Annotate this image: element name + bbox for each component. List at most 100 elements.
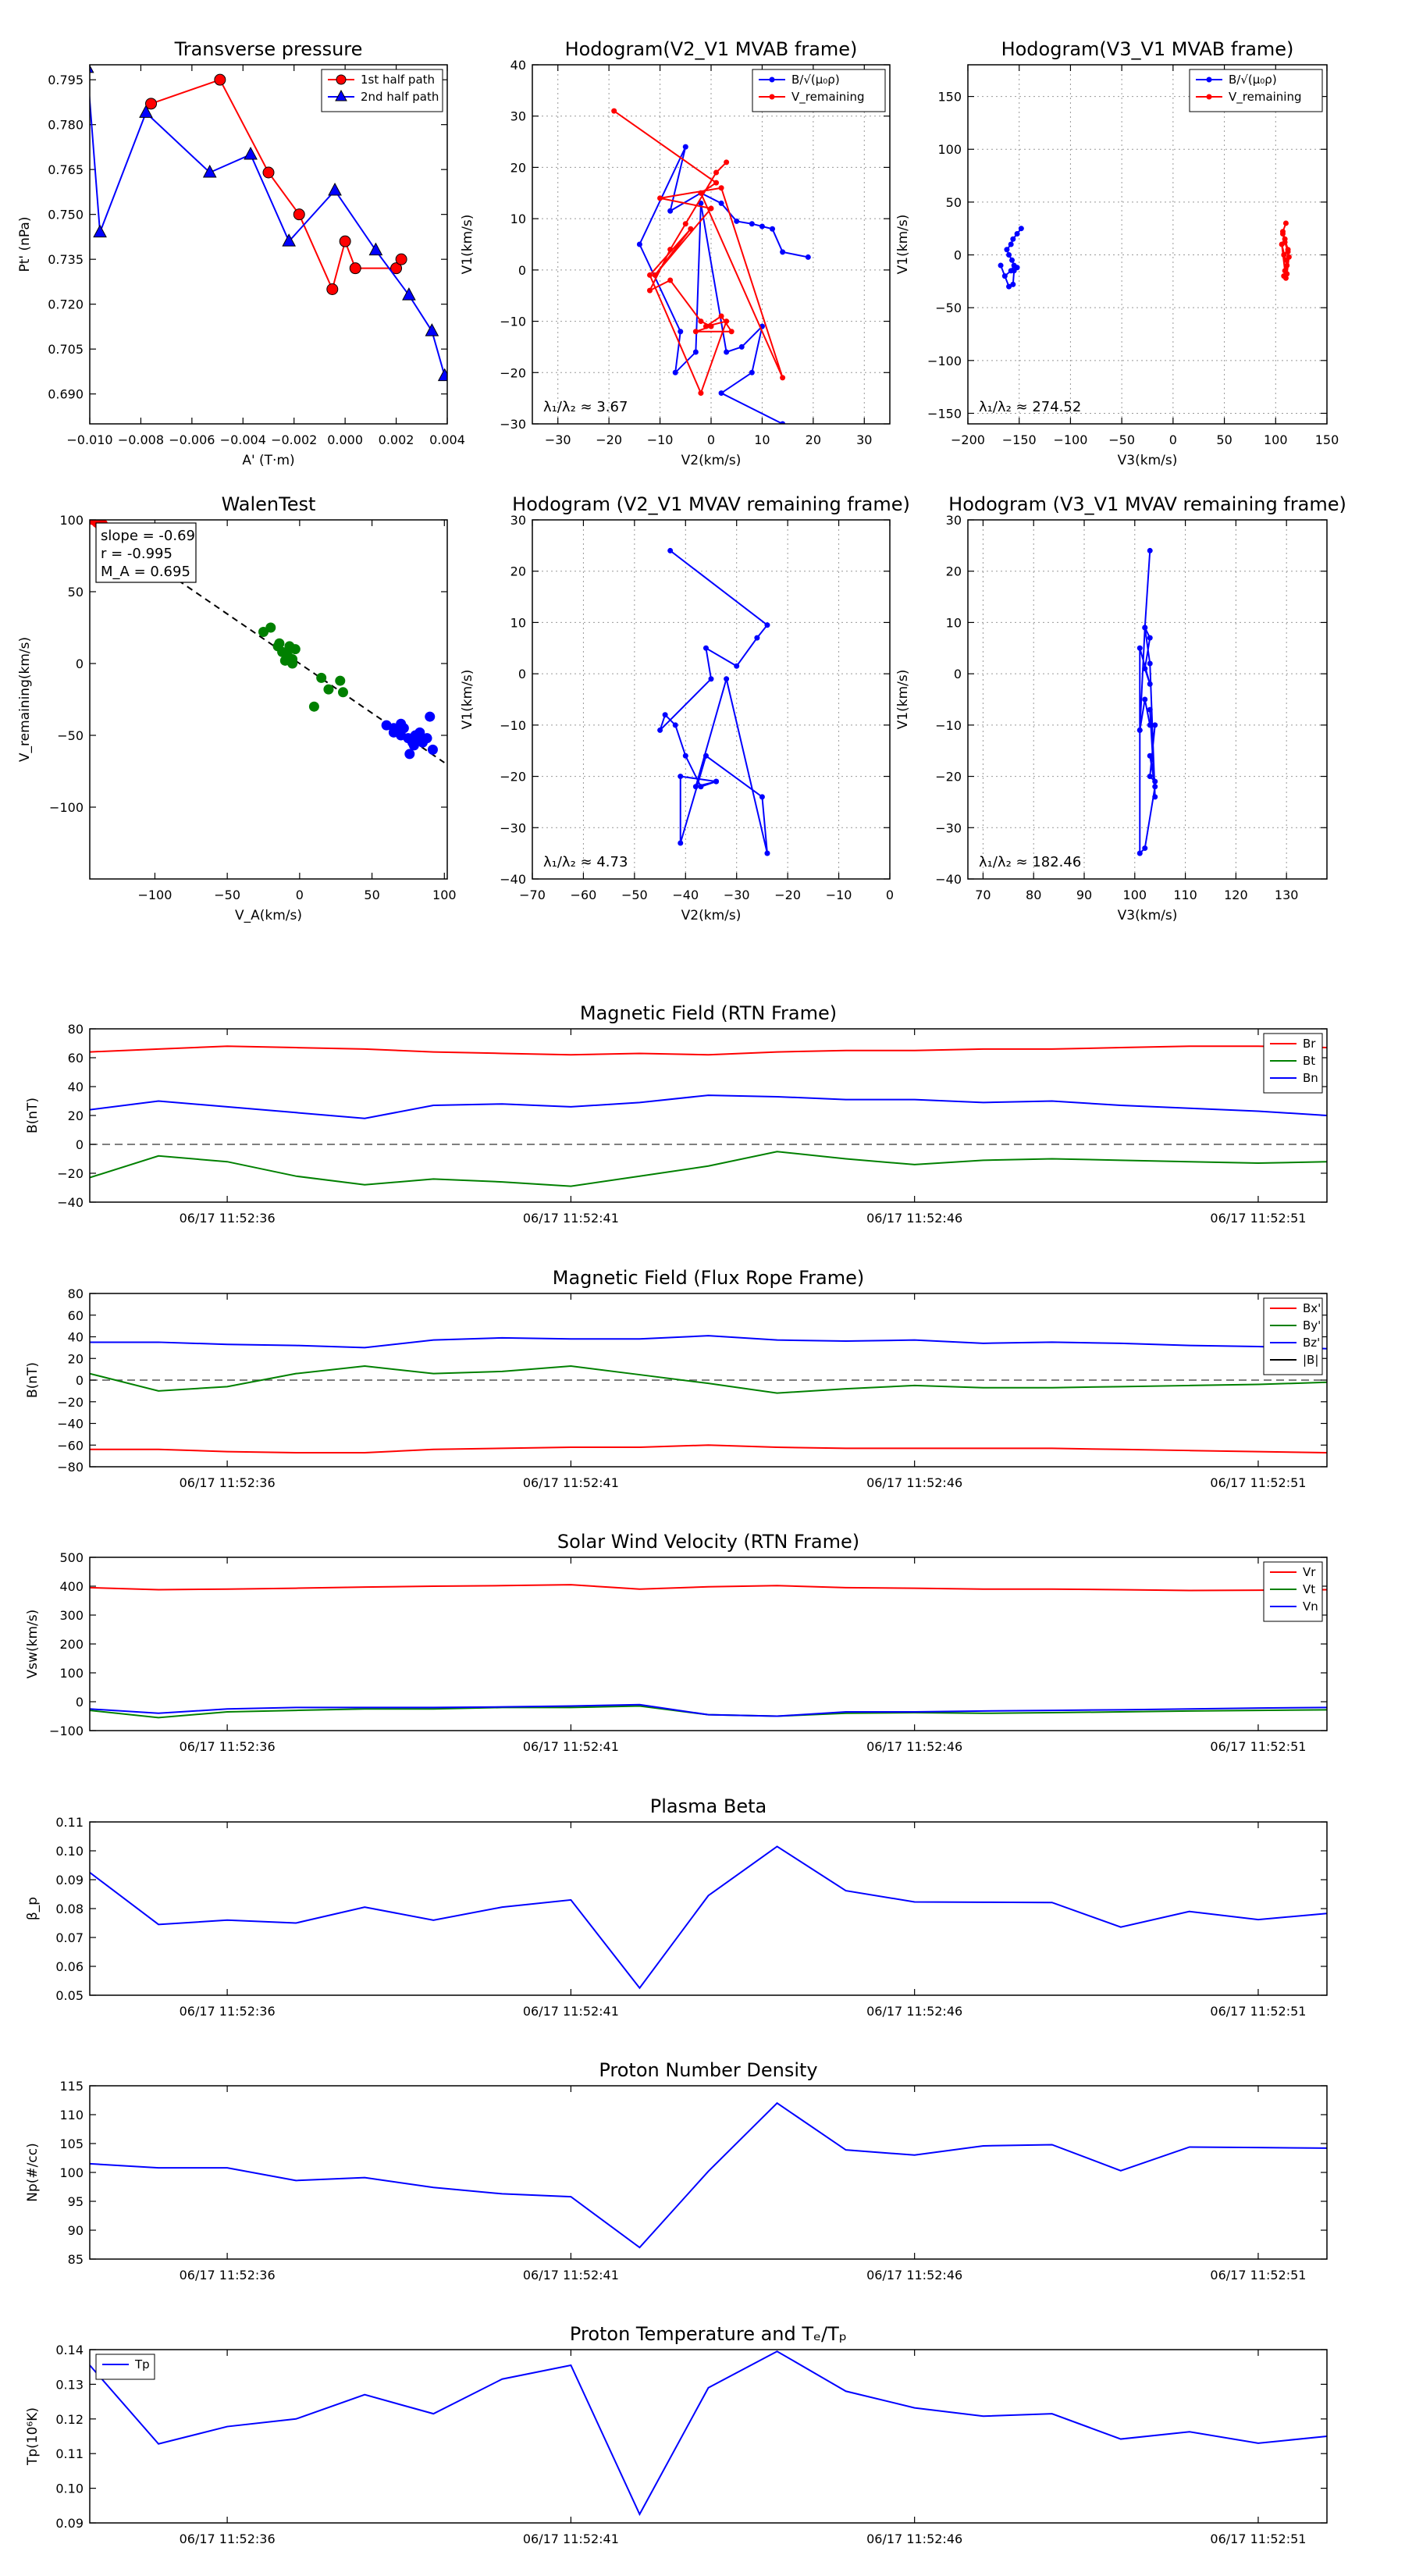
- legend-label: 2nd half path: [361, 90, 439, 104]
- data-point: [1147, 774, 1153, 780]
- y-tick-label: −50: [57, 728, 84, 743]
- series-vr-line: [90, 1584, 1327, 1592]
- legend-marker: [1206, 94, 1212, 100]
- y-tick-label: 0.11: [55, 2446, 84, 2461]
- data-point: [708, 323, 714, 329]
- plot-area: [90, 1845, 1327, 1990]
- data-point: [1014, 230, 1020, 237]
- y-tick-label: −20: [500, 770, 526, 785]
- y-tick-label: 20: [68, 1108, 84, 1123]
- data-point: [1006, 252, 1012, 258]
- y-tick-label: 60: [68, 1051, 84, 1066]
- y-tick-label: 400: [59, 1579, 84, 1594]
- series-np-line: [90, 2101, 1327, 2249]
- y-tick-label: 100: [59, 2165, 84, 2180]
- chart-tp_temp: Proton Temperature and Tₑ/Tₚ 06/17 11:52:…: [25, 2323, 1328, 2546]
- data-point: [422, 733, 432, 744]
- legend-box: [1263, 1297, 1323, 1375]
- legend-marker: [336, 74, 347, 85]
- x-tick-label: −70: [519, 888, 546, 902]
- annotation-text: M_A = 0.695: [101, 564, 190, 580]
- legend-label: Bt: [1303, 1054, 1315, 1068]
- data-point: [1152, 794, 1158, 800]
- legend-marker: [335, 89, 347, 101]
- legend-label: Bz': [1303, 1336, 1320, 1350]
- data-point: [692, 349, 699, 355]
- x-tick-label: 06/17 11:52:41: [523, 2532, 619, 2546]
- data-point: [728, 329, 735, 335]
- y-tick-label: 20: [946, 564, 962, 579]
- chart-title: Solar Wind Velocity (RTN Frame): [557, 1531, 859, 1553]
- data-point: [1281, 252, 1287, 258]
- y-tick-label: 0.705: [48, 342, 84, 357]
- x-tick-label: −50: [621, 888, 648, 902]
- data-point: [1152, 784, 1158, 790]
- legend-label: Vn: [1303, 1599, 1318, 1614]
- data-point: [1152, 778, 1158, 785]
- chart-title: WalenTest: [222, 493, 316, 515]
- x-tick-label: −0.008: [118, 432, 164, 447]
- data-point: [764, 850, 770, 856]
- data-point: [93, 224, 107, 238]
- y-tick-label: 0.14: [55, 2343, 84, 2357]
- data-point: [1009, 257, 1016, 263]
- y-tick-label: −20: [57, 1166, 84, 1181]
- y-axis-label: Np(#/cc): [25, 2143, 41, 2201]
- x-tick-label: 06/17 11:52:51: [1210, 2268, 1306, 2282]
- x-tick-label: 06/17 11:52:36: [180, 1475, 276, 1490]
- data-point: [281, 648, 292, 659]
- data-point: [646, 287, 653, 294]
- data-point: [316, 672, 327, 683]
- data-point: [274, 638, 285, 649]
- data-point: [1282, 220, 1289, 226]
- x-tick-label: −50: [214, 888, 240, 902]
- chart-walen: WalenTest −100 −50 0 50 100 −100 −50 0 50 100 V_A(k…: [17, 493, 457, 923]
- y-axis-label: β_p: [25, 1897, 41, 1920]
- data-point: [1147, 722, 1153, 728]
- y-tick-label: 30: [946, 513, 962, 528]
- y-tick-label: 80: [68, 1022, 84, 1037]
- data-point: [437, 368, 447, 382]
- data-point: [1147, 706, 1153, 713]
- data-point: [1285, 248, 1291, 254]
- data-point: [780, 249, 786, 255]
- data-point: [754, 635, 760, 641]
- data-point: [672, 369, 678, 375]
- x-tick-label: 0: [707, 432, 715, 447]
- series-bz--line: [90, 1335, 1327, 1350]
- data-point: [759, 794, 765, 800]
- data-point: [698, 784, 704, 790]
- data-point: [713, 180, 720, 186]
- y-tick-label: 0.10: [55, 2482, 84, 2496]
- chart-title: Hodogram (V3_V1 MVAV remaining frame): [948, 493, 1346, 515]
- data-point: [1147, 681, 1153, 687]
- chart-title: Hodogram(V2_V1 MVAB frame): [565, 38, 858, 60]
- x-tick-label: 110: [1173, 888, 1197, 902]
- data-point: [682, 221, 688, 227]
- legend-label: 1st half path: [361, 73, 435, 87]
- x-tick-label: 120: [1224, 888, 1248, 902]
- data-point: [718, 185, 724, 191]
- y-tick-label: −20: [935, 770, 962, 785]
- data-point: [1286, 254, 1292, 260]
- x-tick-label: −50: [1108, 432, 1135, 447]
- chart-np: Proton Number Density 06/17 11:52:36 06/17…: [25, 2059, 1328, 2282]
- chart-title: Proton Temperature and Tₑ/Tₚ: [570, 2323, 847, 2345]
- x-tick-label: −10: [826, 888, 852, 902]
- plot-frame: [89, 1821, 1328, 1996]
- data-point: [244, 146, 258, 160]
- y-tick-label: 0: [76, 656, 84, 671]
- y-tick-label: −20: [500, 365, 526, 380]
- y-tick-label: −40: [57, 1195, 84, 1210]
- data-point: [414, 727, 425, 738]
- y-tick-label: 10: [510, 212, 526, 226]
- data-point: [713, 169, 720, 176]
- legend-label: Vt: [1303, 1582, 1315, 1596]
- plot-area: [90, 2101, 1327, 2249]
- y-tick-label: 100: [59, 1666, 84, 1681]
- y-tick-label: −100: [49, 1724, 84, 1738]
- plot-area: [611, 108, 811, 424]
- x-tick-label: −10: [647, 432, 674, 447]
- data-point: [1279, 230, 1286, 237]
- data-point: [282, 233, 297, 247]
